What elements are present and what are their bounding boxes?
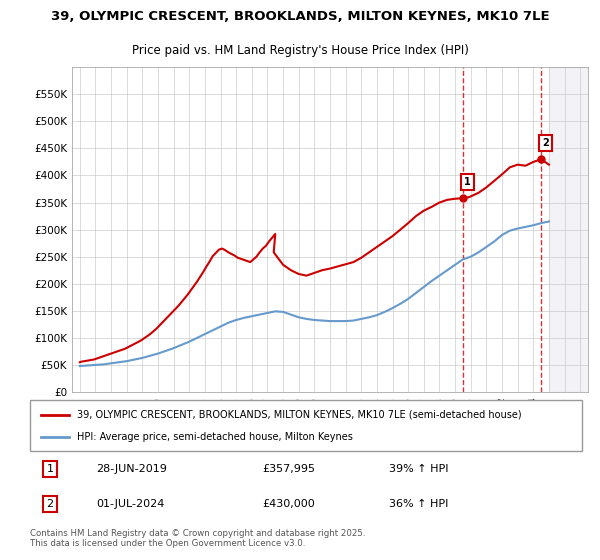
Text: 39% ↑ HPI: 39% ↑ HPI	[389, 464, 448, 474]
Text: 2: 2	[542, 138, 549, 148]
Text: 39, OLYMPIC CRESCENT, BROOKLANDS, MILTON KEYNES, MK10 7LE: 39, OLYMPIC CRESCENT, BROOKLANDS, MILTON…	[50, 10, 550, 24]
Text: Price paid vs. HM Land Registry's House Price Index (HPI): Price paid vs. HM Land Registry's House …	[131, 44, 469, 57]
Text: Contains HM Land Registry data © Crown copyright and database right 2025.
This d: Contains HM Land Registry data © Crown c…	[30, 529, 365, 548]
Text: 28-JUN-2019: 28-JUN-2019	[96, 464, 167, 474]
Text: 1: 1	[464, 177, 471, 187]
Text: 2: 2	[47, 499, 53, 509]
Text: HPI: Average price, semi-detached house, Milton Keynes: HPI: Average price, semi-detached house,…	[77, 432, 353, 442]
Bar	[549, 67, 588, 392]
Text: £430,000: £430,000	[262, 499, 314, 509]
FancyBboxPatch shape	[30, 400, 582, 451]
Text: 01-JUL-2024: 01-JUL-2024	[96, 499, 164, 509]
Text: 1: 1	[47, 464, 53, 474]
Text: £357,995: £357,995	[262, 464, 315, 474]
Text: 36% ↑ HPI: 36% ↑ HPI	[389, 499, 448, 509]
Text: 39, OLYMPIC CRESCENT, BROOKLANDS, MILTON KEYNES, MK10 7LE (semi-detached house): 39, OLYMPIC CRESCENT, BROOKLANDS, MILTON…	[77, 409, 521, 419]
